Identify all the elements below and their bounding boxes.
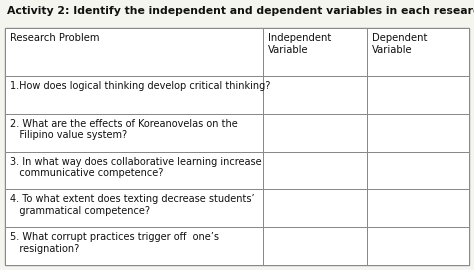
Bar	[367, 189, 469, 227]
Bar	[367, 76, 469, 114]
Bar	[263, 151, 367, 189]
Text: 3. In what way does collaborative learning increase
   communicative competence?: 3. In what way does collaborative learni…	[10, 157, 262, 178]
Bar	[5, 76, 263, 114]
Bar	[5, 28, 469, 265]
Bar	[5, 28, 263, 76]
Text: 2. What are the effects of Koreanovelas on the
   Filipino value system?: 2. What are the effects of Koreanovelas …	[10, 119, 238, 140]
Bar	[263, 227, 367, 265]
Text: 4. To what extent does texting decrease students’
   grammatical competence?: 4. To what extent does texting decrease …	[10, 194, 255, 216]
Bar	[367, 28, 469, 76]
Bar	[263, 114, 367, 151]
Bar	[263, 76, 367, 114]
Bar	[263, 189, 367, 227]
Text: Research Problem: Research Problem	[10, 33, 100, 43]
Bar	[367, 227, 469, 265]
Bar	[367, 151, 469, 189]
Text: Dependent
Variable: Dependent Variable	[372, 33, 427, 55]
Text: Activity 2: Identify the independent and dependent variables in each research pr: Activity 2: Identify the independent and…	[7, 6, 474, 16]
Bar	[5, 227, 263, 265]
Bar	[5, 189, 263, 227]
Text: Independent
Variable: Independent Variable	[267, 33, 331, 55]
Text: 1.How does logical thinking develop critical thinking?: 1.How does logical thinking develop crit…	[10, 81, 270, 91]
Bar	[5, 151, 263, 189]
Text: 5. What corrupt practices trigger off  one’s
   resignation?: 5. What corrupt practices trigger off on…	[10, 232, 219, 254]
Bar	[263, 28, 367, 76]
Bar	[5, 114, 263, 151]
Bar	[367, 114, 469, 151]
